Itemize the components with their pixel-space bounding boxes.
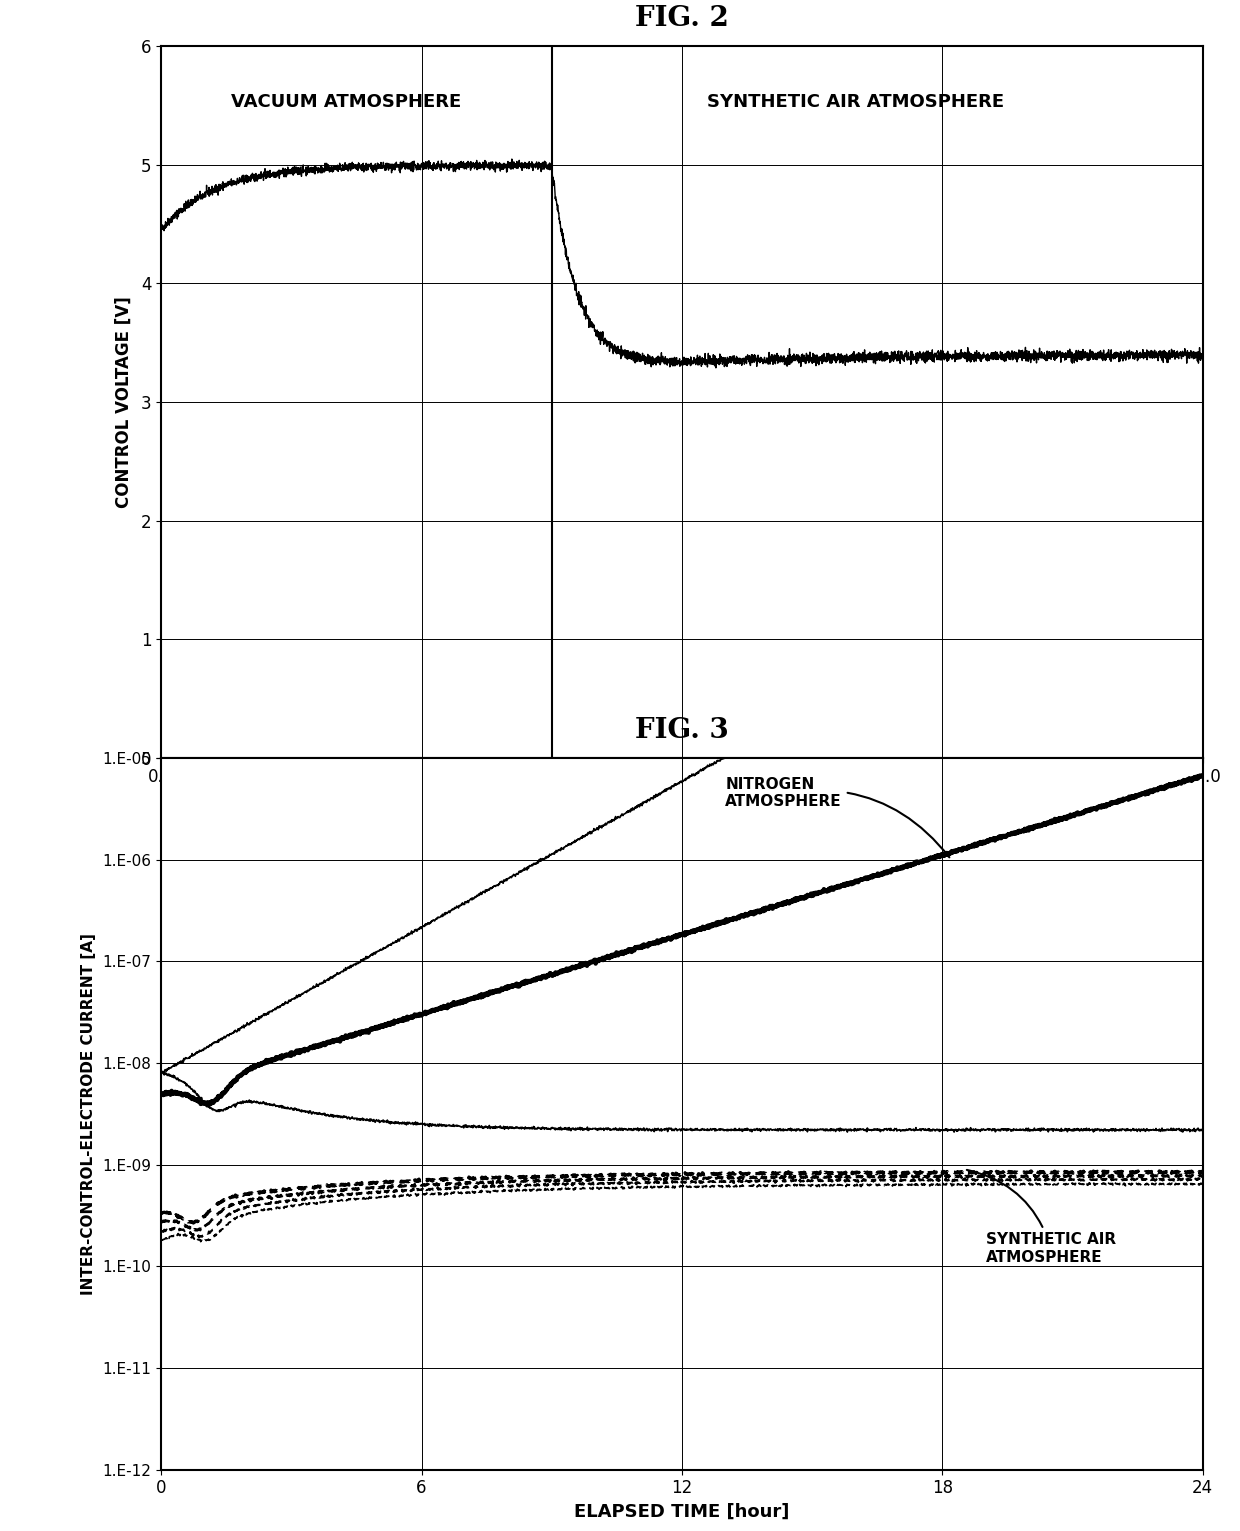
Title: FIG. 3: FIG. 3	[635, 718, 729, 744]
X-axis label: ELAPSED TIME [hour]: ELAPSED TIME [hour]	[574, 792, 790, 808]
Text: NITROGEN
ATMOSPHERE: NITROGEN ATMOSPHERE	[725, 776, 950, 857]
Text: SYNTHETIC AIR
ATMOSPHERE: SYNTHETIC AIR ATMOSPHERE	[967, 1170, 1116, 1265]
Title: FIG. 2: FIG. 2	[635, 6, 729, 32]
Text: SYNTHETIC AIR ATMOSPHERE: SYNTHETIC AIR ATMOSPHERE	[707, 93, 1004, 112]
Text: VACUUM ATMOSPHERE: VACUUM ATMOSPHERE	[231, 93, 461, 112]
Y-axis label: INTER-CONTROL-ELECTRODE CURRENT [A]: INTER-CONTROL-ELECTRODE CURRENT [A]	[81, 932, 95, 1295]
Y-axis label: CONTROL VOLTAGE [V]: CONTROL VOLTAGE [V]	[114, 295, 133, 508]
X-axis label: ELAPSED TIME [hour]: ELAPSED TIME [hour]	[574, 1503, 790, 1520]
